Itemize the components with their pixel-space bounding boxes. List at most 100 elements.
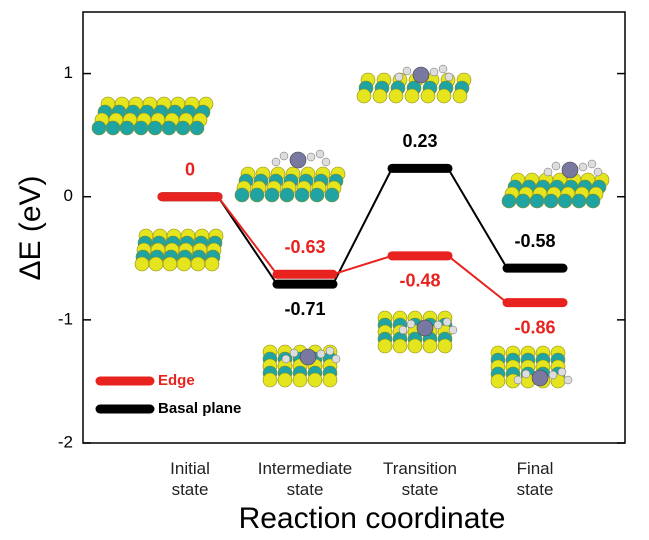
atom	[331, 354, 341, 364]
atom	[322, 372, 338, 388]
atom	[324, 187, 340, 203]
atom	[593, 167, 603, 177]
atom	[162, 256, 178, 272]
value-label: 0.23	[402, 131, 437, 151]
atom	[372, 88, 388, 104]
atom	[420, 88, 436, 104]
atom	[325, 346, 335, 356]
atom	[571, 193, 587, 209]
atom	[315, 149, 325, 159]
atom	[429, 67, 439, 77]
x-tick-label: Initial state	[170, 459, 210, 499]
atom	[292, 372, 308, 388]
atom	[148, 256, 164, 272]
atom	[377, 338, 393, 354]
molecule-illustration	[377, 310, 453, 354]
atom	[398, 325, 408, 335]
atom	[548, 370, 558, 380]
atom	[294, 187, 310, 203]
atom	[277, 372, 293, 388]
plot-frame	[82, 11, 626, 444]
connector	[217, 196, 278, 275]
atom	[388, 88, 404, 104]
atom	[189, 120, 205, 136]
legend-label: Edge	[158, 372, 195, 389]
y-tick-label: -2	[58, 432, 73, 451]
atom	[557, 367, 567, 377]
atom	[204, 256, 220, 272]
atom	[438, 64, 448, 74]
atom	[444, 72, 454, 82]
molecule-illustration	[490, 345, 566, 389]
value-label: -0.48	[399, 271, 440, 291]
atom	[416, 319, 434, 337]
molecule-illustration	[262, 344, 338, 388]
adsorbate-illustration	[281, 346, 341, 366]
molecule-illustration	[234, 166, 346, 203]
atom	[316, 349, 326, 359]
atom	[91, 120, 107, 136]
atom	[281, 354, 291, 364]
atom	[407, 338, 423, 354]
legend-label: Basal plane	[158, 400, 241, 417]
atom	[161, 120, 177, 136]
atom	[289, 151, 307, 169]
value-label: -0.58	[514, 231, 555, 251]
atom	[176, 256, 192, 272]
atom	[279, 187, 295, 203]
atom	[134, 256, 150, 272]
atom	[578, 162, 588, 172]
molecule-illustration	[91, 96, 214, 136]
atom	[264, 187, 280, 203]
atom	[422, 338, 438, 354]
atom	[234, 187, 250, 203]
atom	[501, 193, 517, 209]
atom	[271, 157, 281, 167]
adsorbate-illustration	[543, 159, 603, 179]
atom	[133, 120, 149, 136]
atom	[307, 372, 323, 388]
atom	[412, 66, 430, 84]
atom	[436, 88, 452, 104]
atom	[543, 167, 553, 177]
atom	[299, 348, 317, 366]
value-label: 0	[185, 159, 195, 179]
atom	[309, 187, 325, 203]
atom	[289, 348, 299, 358]
atom	[543, 193, 559, 209]
value-label: -0.63	[284, 237, 325, 257]
atom	[561, 161, 579, 179]
value-label: -0.71	[284, 299, 325, 319]
atom	[404, 88, 420, 104]
adsorbate-illustration	[271, 149, 331, 169]
atom	[490, 373, 506, 389]
atom	[448, 325, 458, 335]
atom	[119, 120, 135, 136]
molecule-illustration	[501, 172, 610, 209]
molecule-illustration	[134, 228, 224, 272]
adsorbate-illustration	[513, 367, 573, 387]
y-tick-label: -1	[58, 309, 73, 328]
atom	[147, 120, 163, 136]
atom	[262, 372, 278, 388]
atom	[437, 338, 453, 354]
connector	[447, 255, 508, 304]
atom	[406, 319, 416, 329]
atom	[515, 193, 531, 209]
x-tick-label: Intermediate state	[257, 459, 353, 499]
atom	[557, 193, 573, 209]
atom	[531, 369, 549, 387]
atom	[402, 66, 412, 76]
value-label: -0.86	[514, 317, 555, 337]
atom	[105, 120, 121, 136]
atom	[279, 151, 289, 161]
connector	[332, 167, 393, 285]
atom	[394, 72, 404, 82]
atom	[249, 187, 265, 203]
atom	[513, 375, 523, 385]
atom	[452, 88, 468, 104]
atom	[321, 157, 331, 167]
atom	[175, 120, 191, 136]
atom	[442, 317, 452, 327]
